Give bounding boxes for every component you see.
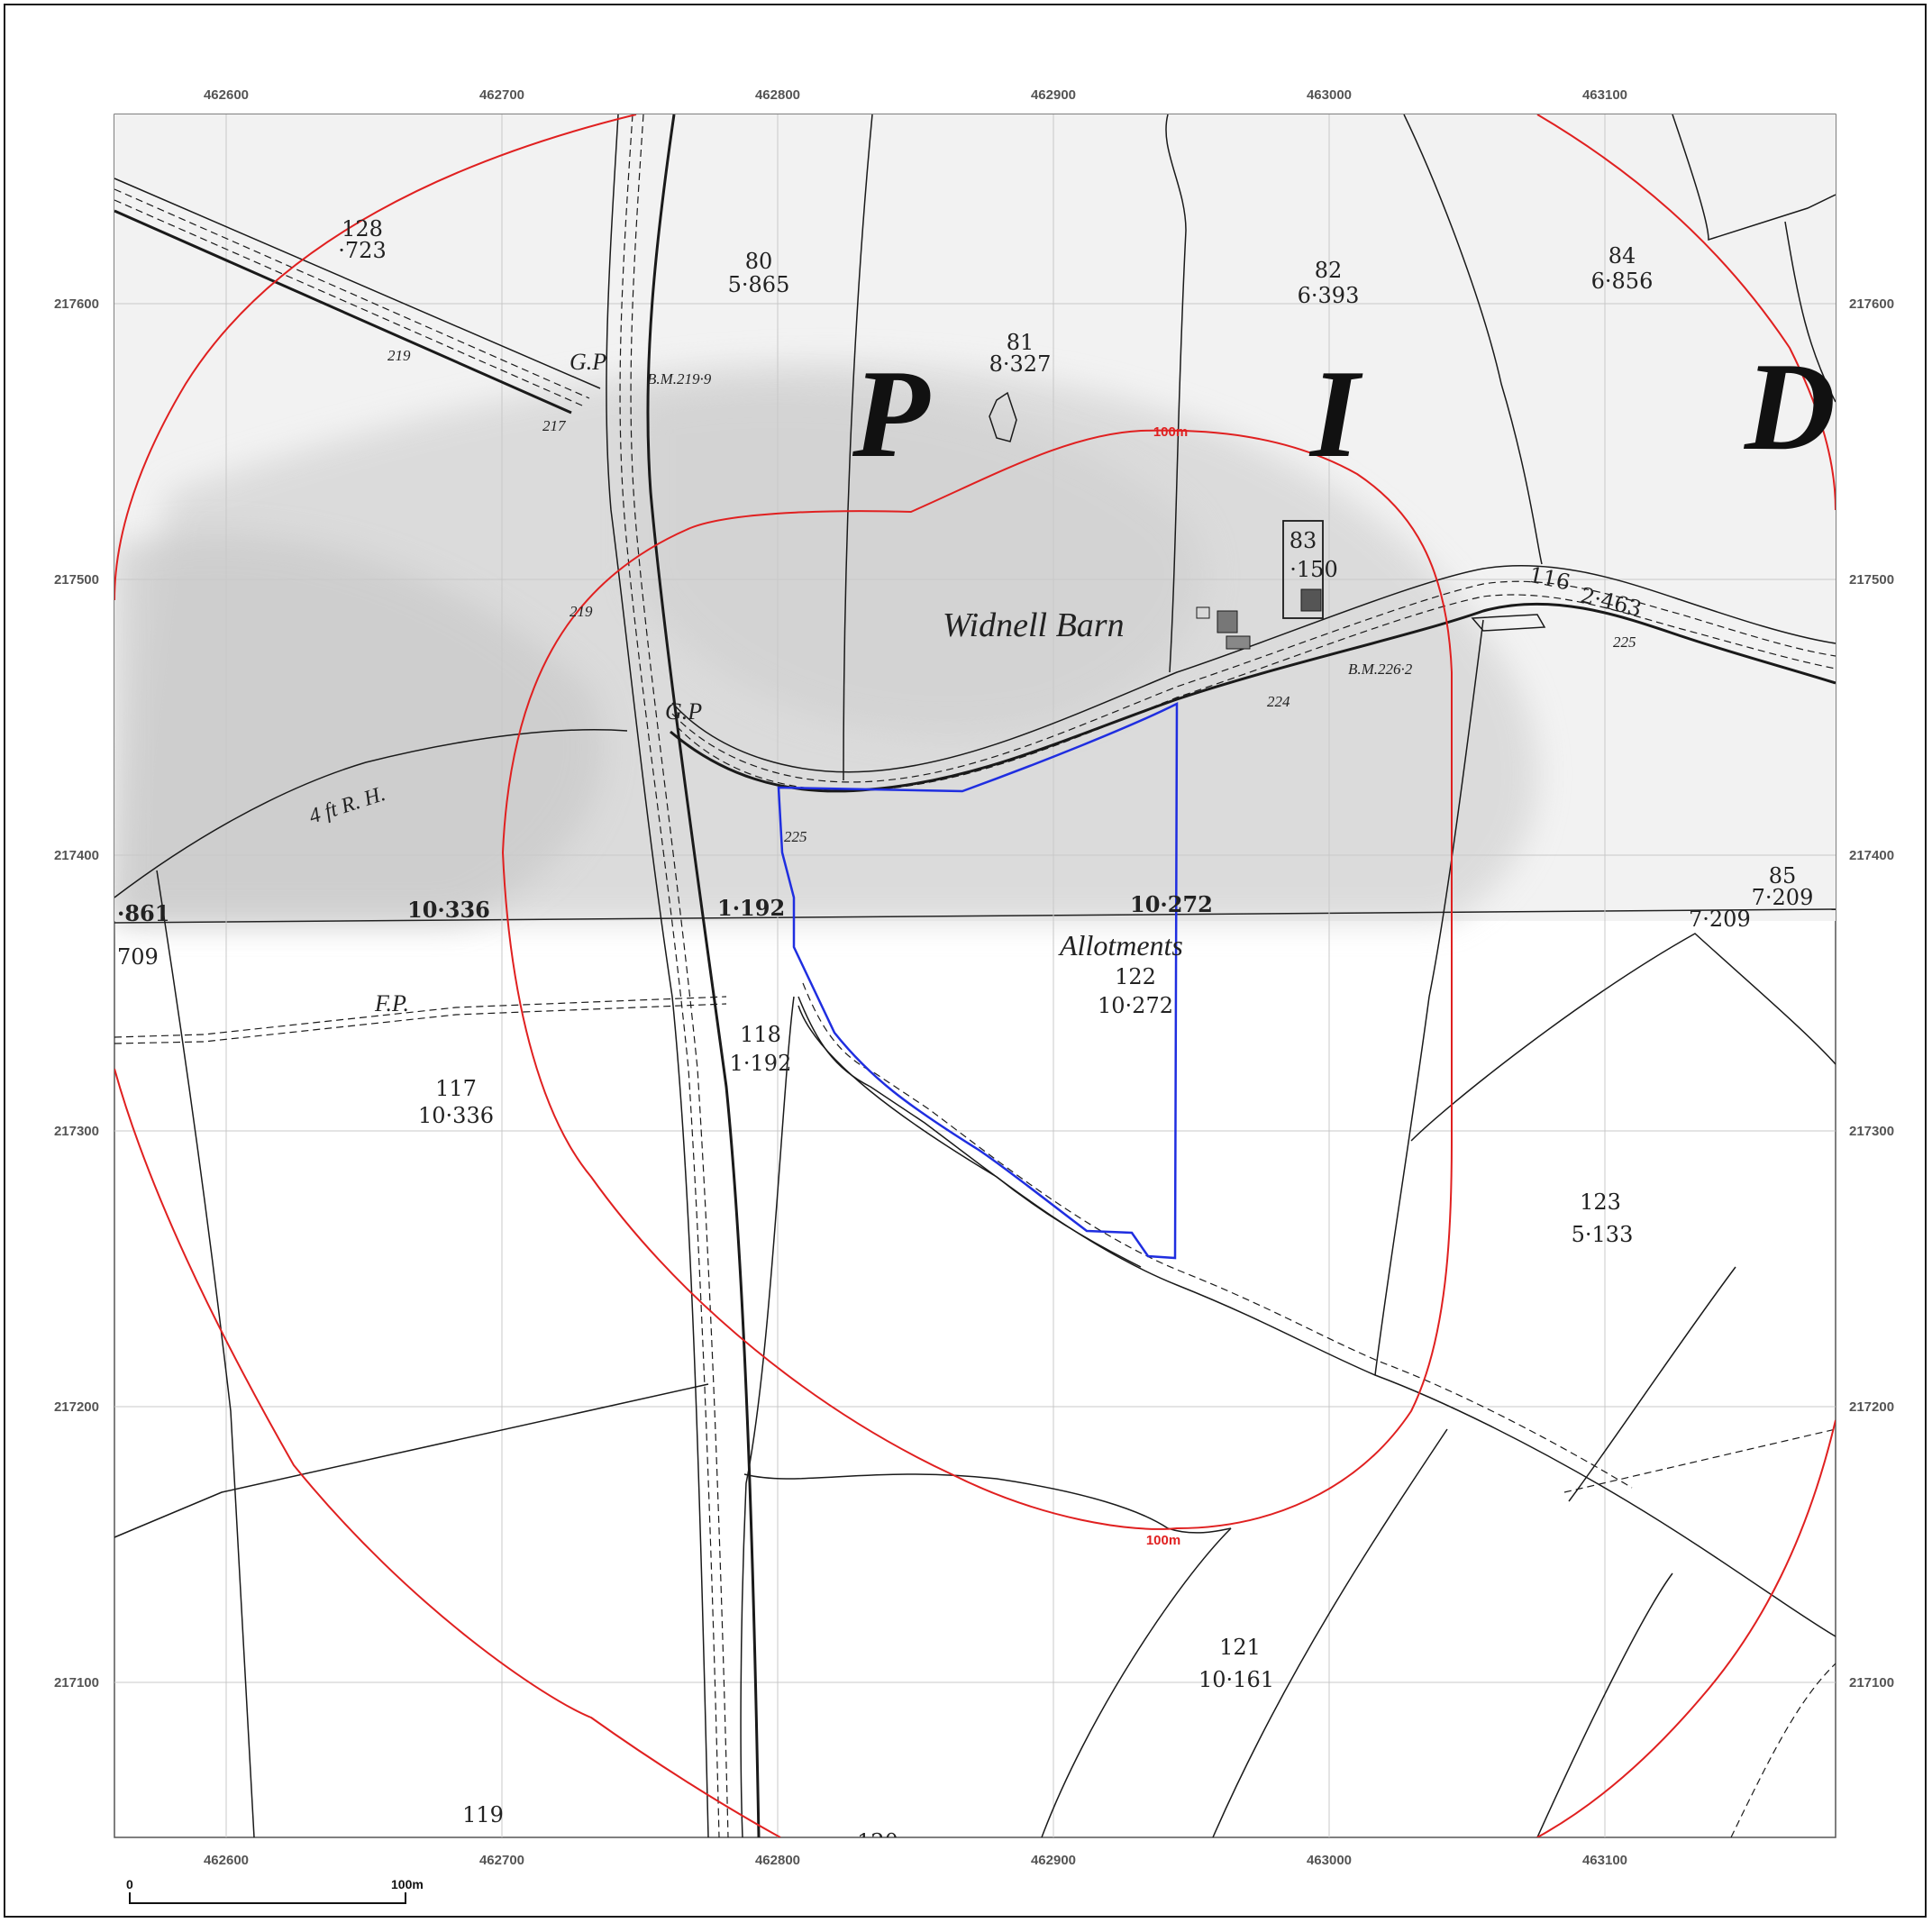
sheet-edge-area: 1·192 [717, 895, 785, 921]
parcel-84[interactable]: 84 6·856 [1591, 243, 1654, 294]
spot-height: 224 [1267, 693, 1290, 710]
parcel-area: 10·161 [1198, 1667, 1274, 1692]
parcel-81[interactable]: 81 8·327 [989, 330, 1052, 377]
sheet-edge-area: 10·336 [407, 897, 490, 923]
scale-bar-start: 0 [126, 1877, 133, 1891]
buffer-label-bottom: 100m [1146, 1533, 1180, 1548]
parcel-122[interactable]: 122 10·272 [1098, 964, 1173, 1018]
grid-label-easting-top: 462700 [479, 87, 524, 103]
parcel-120[interactable]: 120 [857, 1829, 898, 1855]
buffer-outer [114, 114, 1836, 1837]
parcel-area: 10·272 [1098, 993, 1173, 1018]
map-sheet: P I D Widnell Barn Allotments G.P G.P B.… [4, 4, 1927, 1918]
parcel-117[interactable]: 117 10·336 [418, 1076, 494, 1128]
buffer-100m [501, 429, 1453, 1530]
parcel-80[interactable]: 80 5·865 [728, 249, 790, 297]
grid-label-easting-top: 462800 [755, 87, 800, 103]
grid-label-easting-bottom: 462700 [479, 1853, 524, 1868]
grid-label-easting-top: 462900 [1031, 87, 1076, 103]
parcel-number: 123 [1580, 1189, 1621, 1215]
parcel-area: 10·336 [418, 1103, 494, 1128]
grid-label-northing-left: 217200 [54, 1399, 99, 1415]
grid-label-easting-bottom: 462900 [1031, 1853, 1076, 1868]
map-linework [114, 114, 1836, 1837]
parcel-number: 122 [1115, 964, 1156, 989]
sheet-edge-area: 7·209 [1689, 907, 1751, 932]
parcel-area: ·723 [338, 238, 386, 263]
grid-label-northing-left: 217600 [54, 296, 99, 312]
grid-label-northing-right: 217200 [1849, 1399, 1894, 1415]
parcel-119[interactable]: 119 [462, 1802, 504, 1827]
parcel-number: 80 [745, 249, 773, 274]
grid-label-easting-top: 463100 [1582, 87, 1627, 103]
road-annotation-gp-south: G.P [665, 698, 702, 725]
parcel-118[interactable]: 118 1·192 [730, 1022, 792, 1076]
spot-height: 219 [387, 347, 411, 364]
parcel-area: 6·856 [1591, 269, 1654, 294]
sheet-edge-area: ·861 [117, 900, 169, 926]
grid-label-northing-left: 217400 [54, 848, 99, 863]
map-canvas[interactable]: P I D Widnell Barn Allotments G.P G.P B.… [5, 5, 1925, 1916]
scale-bar-end: 100m [391, 1877, 424, 1891]
parcel-number: 121 [1219, 1635, 1261, 1660]
site-boundary[interactable] [777, 701, 1179, 1260]
parcel-number: 82 [1315, 258, 1343, 283]
parcel-128[interactable]: 128 ·723 [338, 216, 386, 263]
parcel-number: 128 [342, 216, 383, 242]
large-letter-i: I [1308, 344, 1363, 484]
large-letter-d: D [1743, 337, 1836, 477]
grid-label-northing-right: 217500 [1849, 572, 1894, 588]
buffer-label-top: 100m [1153, 424, 1188, 440]
road-annotation-fp: F.P. [374, 990, 409, 1016]
scale-bar: 0 100m [126, 1877, 424, 1904]
grid-label-northing-right: 217100 [1849, 1675, 1894, 1691]
grid-label-easting-bottom: 462800 [755, 1853, 800, 1868]
benchmark-east: B.M.226·2 [1348, 661, 1413, 678]
parcel-number: 81 [1007, 330, 1034, 355]
spot-height: 225 [1613, 633, 1636, 651]
parcel-number: 118 [740, 1022, 781, 1047]
grid-label-northing-left: 217300 [54, 1124, 99, 1139]
sheet-edge-area: 709 [117, 944, 159, 970]
parcel-number: 120 [857, 1829, 898, 1855]
parcel-number: 117 [435, 1076, 477, 1101]
large-letter-p: P [852, 344, 931, 484]
road-annotation-gp-north: G.P [570, 349, 606, 375]
spot-height: 217 [542, 417, 567, 434]
parcel-123[interactable]: 123 5·133 [1572, 1189, 1634, 1247]
grid-label-northing-left: 217500 [54, 572, 99, 588]
parcel-area: 5·865 [728, 272, 790, 297]
parcel-number: 119 [462, 1802, 504, 1827]
place-name-barn: Widnell Barn [943, 606, 1125, 644]
grid-lines [114, 114, 1836, 1837]
parcel-area: ·150 [1290, 557, 1337, 582]
parcel-85[interactable]: 85 7·209 [1752, 863, 1814, 910]
spot-height: 225 [784, 828, 807, 845]
grid-label-northing-left: 217100 [54, 1675, 99, 1691]
grid-label-northing-right: 217600 [1849, 296, 1894, 312]
benchmark-west: B.M.219·9 [647, 370, 712, 387]
grid-label-easting-top: 462600 [204, 87, 249, 103]
parcel-number: 83 [1290, 528, 1317, 553]
grid-label-easting-bottom: 463100 [1582, 1853, 1627, 1868]
parcel-area: 6·393 [1298, 283, 1360, 308]
grid-label-easting-bottom: 463000 [1307, 1853, 1352, 1868]
grid-label-easting-top: 463000 [1307, 87, 1352, 103]
parcel-area: 5·133 [1572, 1222, 1634, 1247]
parcel-area: 8·327 [989, 351, 1052, 377]
parcel-number: 84 [1608, 243, 1636, 269]
parcel-area: 1·192 [730, 1051, 792, 1076]
parcel-82[interactable]: 82 6·393 [1298, 258, 1360, 308]
parcel-area: 7·209 [1752, 885, 1814, 910]
grid-label-easting-bottom: 462600 [204, 1853, 249, 1868]
sheet-edge-area: 10·272 [1130, 891, 1213, 917]
spot-height: 219 [570, 603, 593, 620]
parcel-121[interactable]: 121 10·161 [1198, 1635, 1274, 1692]
parcel-number: 85 [1769, 863, 1797, 889]
grid-label-northing-right: 217300 [1849, 1124, 1894, 1139]
place-name-allotments: Allotments [1058, 929, 1183, 962]
grid-label-northing-right: 217400 [1849, 848, 1894, 863]
parcel-83[interactable]: 83 ·150 [1290, 528, 1338, 582]
